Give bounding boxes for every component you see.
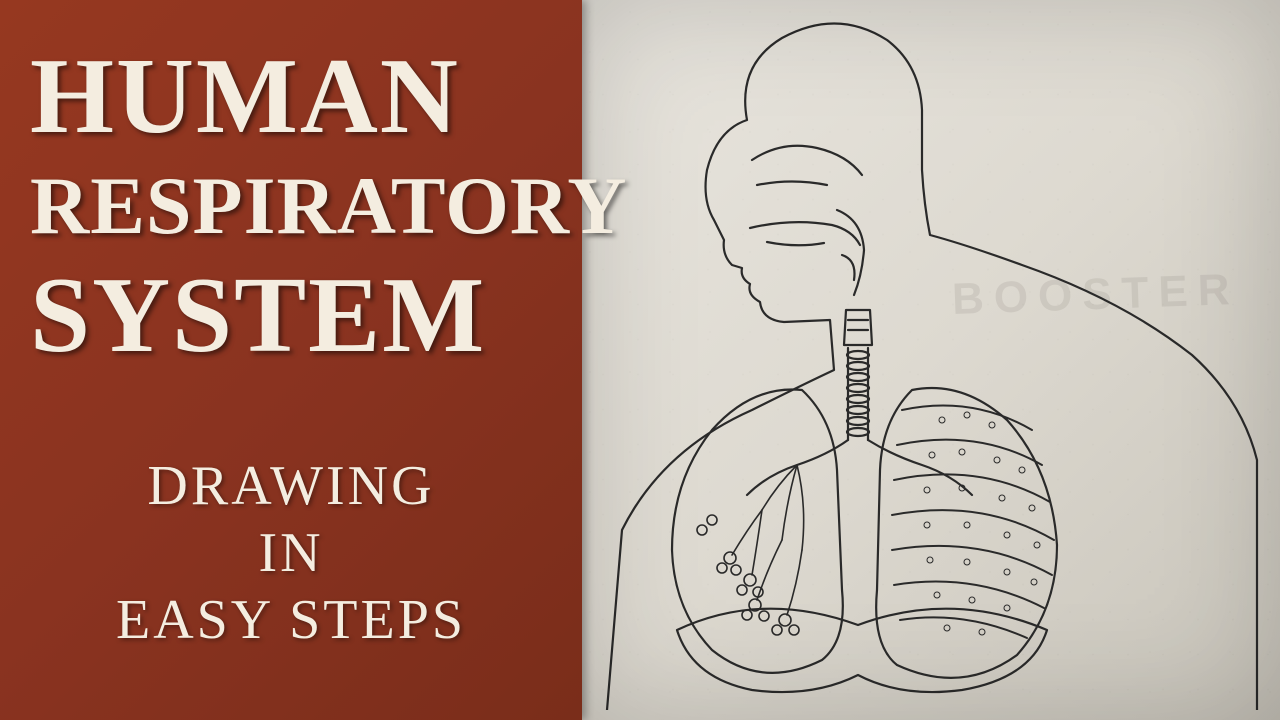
title-line-2: RESPIRATORY	[30, 163, 552, 249]
diagram-panel: BOOSTER	[582, 0, 1280, 720]
title-line-3: SYSTEM	[30, 259, 552, 372]
right-lung-outline	[876, 388, 1057, 678]
pharynx	[837, 210, 864, 295]
oral-cavity	[750, 222, 860, 245]
subtitle-line-1: DRAWING	[147, 453, 434, 520]
diaphragm	[677, 609, 1047, 692]
subtitle: DRAWING IN EASY STEPS	[30, 453, 552, 655]
nasal-cavity	[752, 146, 862, 185]
subtitle-line-2: IN	[258, 520, 323, 587]
right-lung-texture	[924, 412, 1040, 635]
body-outline	[607, 23, 1257, 710]
subtitle-line-3: EASY STEPS	[116, 587, 466, 654]
main-title: HUMAN RESPIRATORY SYSTEM	[30, 40, 552, 433]
respiratory-diagram	[602, 10, 1262, 710]
title-panel: HUMAN RESPIRATORY SYSTEM DRAWING IN EASY…	[0, 0, 582, 720]
title-line-1: HUMAN	[30, 40, 552, 153]
trachea-rings	[847, 351, 869, 436]
bronchi	[747, 440, 972, 495]
larynx	[844, 310, 872, 345]
